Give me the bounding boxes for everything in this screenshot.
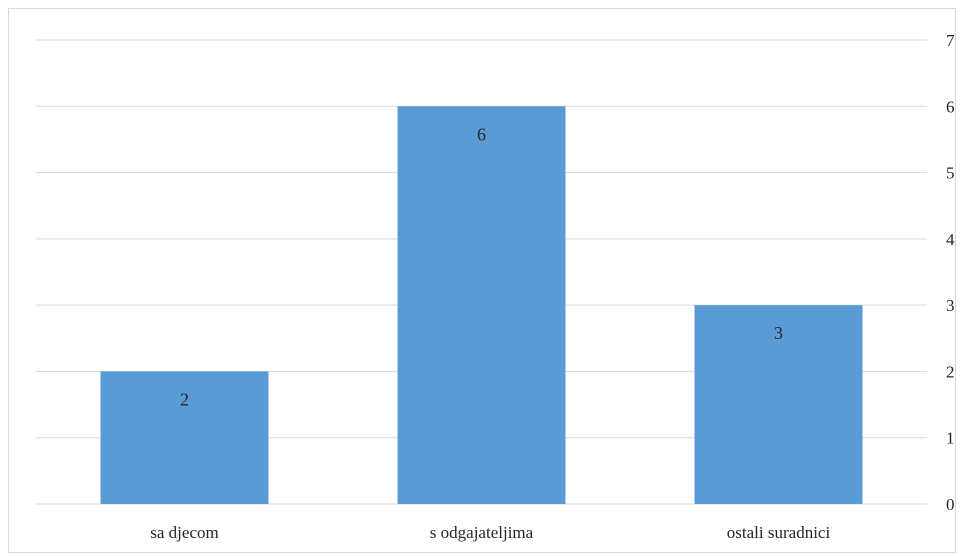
y-tick-label: 0 (946, 495, 955, 514)
bar-2 (694, 305, 863, 504)
y-tick-label: 4 (946, 230, 955, 249)
data-labels: 2 6 3 (180, 124, 783, 409)
y-tick-label: 7 (946, 31, 955, 50)
category-label: sa djecom (150, 523, 218, 542)
bar-0 (100, 371, 269, 504)
data-label: 2 (180, 389, 189, 409)
x-axis-categories: sa djecom s odgajateljima ostali suradnici (150, 523, 830, 542)
y-axis-ticks: 0 1 2 3 4 5 6 7 (946, 31, 955, 514)
data-label: 6 (477, 124, 486, 144)
y-tick-label: 3 (946, 296, 955, 315)
category-label: s odgajateljima (430, 523, 534, 542)
y-tick-label: 5 (946, 164, 955, 183)
data-label: 3 (774, 323, 783, 343)
bar-1 (397, 106, 566, 505)
category-label: ostali suradnici (727, 523, 831, 542)
y-tick-label: 2 (946, 362, 955, 381)
y-tick-label: 6 (946, 97, 955, 116)
y-tick-label: 1 (946, 429, 955, 448)
bars (100, 106, 863, 505)
